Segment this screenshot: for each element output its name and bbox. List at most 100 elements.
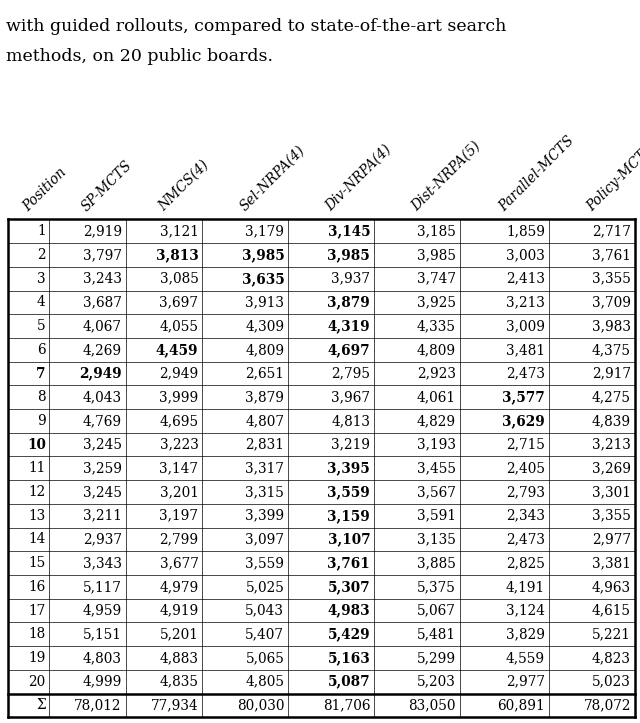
Text: 4,769: 4,769 [83,414,122,428]
Text: 2,651: 2,651 [246,367,284,380]
Text: Parallel-MCTS: Parallel-MCTS [497,133,577,214]
Text: 3,315: 3,315 [246,485,284,499]
Text: 13: 13 [29,509,46,523]
Text: 3,985: 3,985 [328,248,370,262]
Text: 3,747: 3,747 [417,272,456,286]
Text: 4,809: 4,809 [245,343,284,357]
Text: 2,343: 2,343 [506,509,545,523]
Text: 3,879: 3,879 [328,296,370,309]
Text: 3,999: 3,999 [159,390,198,404]
Text: 2,825: 2,825 [506,556,545,570]
Text: 14: 14 [28,532,46,547]
Text: 4,983: 4,983 [328,604,370,617]
Text: 78,072: 78,072 [584,698,631,712]
Text: 5,481: 5,481 [417,628,456,641]
Text: 2,919: 2,919 [83,224,122,239]
Text: 4,835: 4,835 [159,675,198,689]
Text: 3: 3 [37,272,46,286]
Text: 3,829: 3,829 [506,628,545,641]
Text: 3,885: 3,885 [417,556,456,570]
Text: 3,085: 3,085 [159,272,198,286]
Text: 5,407: 5,407 [245,628,284,641]
Text: Sel-NRPA(4): Sel-NRPA(4) [237,143,308,214]
Text: 4,061: 4,061 [417,390,456,404]
Text: 19: 19 [28,651,46,665]
Text: 3,577: 3,577 [502,390,545,404]
Text: 4,805: 4,805 [245,675,284,689]
Text: 2,937: 2,937 [83,532,122,547]
Text: 3,455: 3,455 [417,461,456,475]
Text: 3,219: 3,219 [331,437,370,452]
Text: 5,023: 5,023 [592,675,631,689]
Text: 3,245: 3,245 [83,485,122,499]
Text: 81,706: 81,706 [323,698,370,712]
Text: 3,355: 3,355 [592,272,631,286]
Text: 4,883: 4,883 [159,651,198,665]
Text: 8: 8 [37,390,46,404]
Text: 18: 18 [29,628,46,641]
Text: 3,159: 3,159 [328,509,370,523]
Text: 4,615: 4,615 [592,604,631,617]
Text: 3,259: 3,259 [83,461,122,475]
Text: 3,147: 3,147 [159,461,198,475]
Text: 3,967: 3,967 [331,390,370,404]
Text: 2,799: 2,799 [159,532,198,547]
Text: 5,375: 5,375 [417,580,456,594]
Text: 4,375: 4,375 [592,343,631,357]
Text: 7: 7 [36,367,46,380]
Text: 4,067: 4,067 [83,319,122,333]
Text: 3,925: 3,925 [417,296,456,309]
Text: 3,223: 3,223 [159,437,198,452]
Text: 16: 16 [29,580,46,594]
Text: NMCS(4): NMCS(4) [156,158,212,214]
Text: 3,197: 3,197 [159,509,198,523]
Text: 2,977: 2,977 [592,532,631,547]
Text: 4,813: 4,813 [331,414,370,428]
Text: Position: Position [20,165,69,214]
Text: 3,395: 3,395 [328,461,370,475]
Text: 3,559: 3,559 [328,485,370,499]
Text: 5,151: 5,151 [83,628,122,641]
Text: 5,163: 5,163 [328,651,370,665]
Text: 2,949: 2,949 [79,367,122,380]
Text: 3,567: 3,567 [417,485,456,499]
Text: 3,761: 3,761 [328,556,370,570]
Text: 4: 4 [37,296,46,309]
Text: 3,697: 3,697 [159,296,198,309]
Text: 3,009: 3,009 [506,319,545,333]
Text: 4,823: 4,823 [592,651,631,665]
Text: 3,135: 3,135 [417,532,456,547]
Text: 4,695: 4,695 [159,414,198,428]
Text: 3,179: 3,179 [245,224,284,239]
Text: 5,203: 5,203 [417,675,456,689]
Text: 1: 1 [37,224,46,239]
Text: 2,795: 2,795 [331,367,370,380]
Text: 2,793: 2,793 [506,485,545,499]
Text: 3,193: 3,193 [417,437,456,452]
Text: 2,977: 2,977 [506,675,545,689]
Text: 3,243: 3,243 [83,272,122,286]
Text: 4,809: 4,809 [417,343,456,357]
Text: 3,985: 3,985 [241,248,284,262]
Text: 78,012: 78,012 [74,698,122,712]
Text: 10: 10 [27,437,46,452]
Text: 17: 17 [29,604,46,617]
Text: 4,829: 4,829 [417,414,456,428]
Text: 12: 12 [29,485,46,499]
Text: SP-MCTS: SP-MCTS [79,158,136,214]
Text: 3,185: 3,185 [417,224,456,239]
Text: 4,697: 4,697 [328,343,370,357]
Text: 2: 2 [37,248,46,262]
Text: 4,963: 4,963 [592,580,631,594]
Text: 4,269: 4,269 [83,343,122,357]
Text: 3,559: 3,559 [245,556,284,570]
Text: 3,145: 3,145 [328,224,370,239]
Text: 4,309: 4,309 [245,319,284,333]
Text: 4,191: 4,191 [506,580,545,594]
Text: with guided rollouts, compared to state-of-the-art search: with guided rollouts, compared to state-… [6,18,507,35]
Text: 3,399: 3,399 [245,509,284,523]
Text: 5,087: 5,087 [328,675,370,689]
Text: 3,813: 3,813 [156,248,198,262]
Text: 3,343: 3,343 [83,556,122,570]
Text: 3,985: 3,985 [417,248,456,262]
